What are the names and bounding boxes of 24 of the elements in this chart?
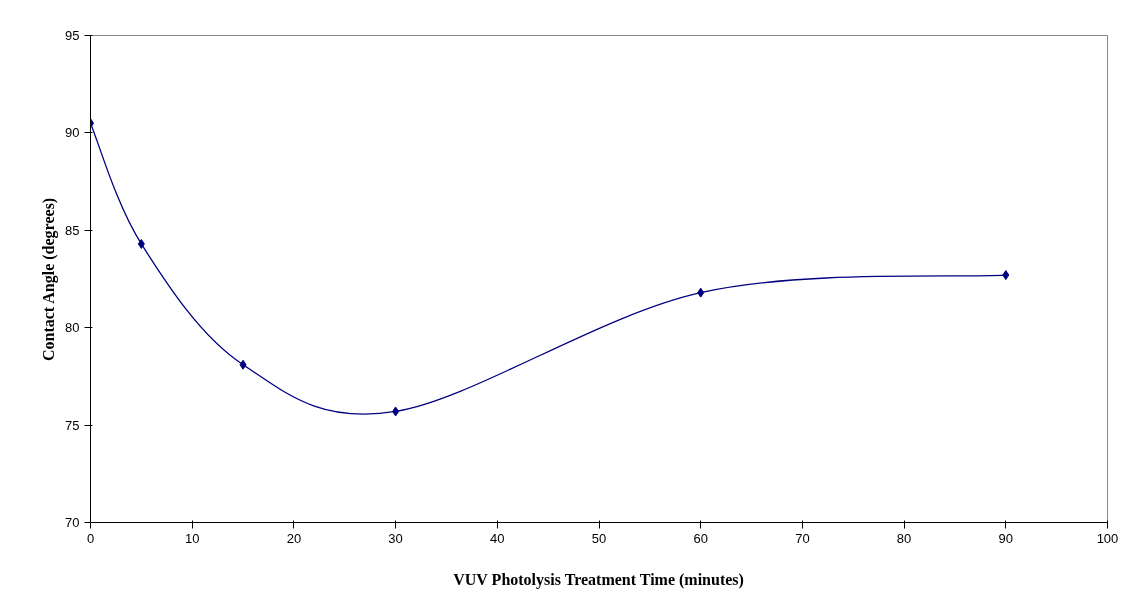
x-tick-label: 30 (388, 530, 403, 546)
x-tick-label: 60 (693, 530, 708, 546)
y-tick-label: 85 (65, 222, 80, 238)
x-tick-label: 70 (795, 530, 810, 546)
y-axis-title: Contact Angle (degrees) (40, 197, 59, 362)
x-tick-label: 80 (896, 530, 912, 546)
x-axis-title: VUV Photolysis Treatment Time (minutes) (453, 570, 744, 589)
x-tick-label: 40 (490, 530, 505, 546)
y-tick-label: 75 (65, 417, 80, 433)
point (239, 359, 247, 370)
x-tick-label: 10 (184, 530, 200, 546)
point (1002, 270, 1010, 281)
x-tick-label: 90 (998, 530, 1014, 546)
point (697, 287, 705, 298)
x-tick-label: 50 (591, 530, 607, 546)
point (137, 238, 145, 249)
point (392, 406, 400, 417)
y-tick-label: 95 (65, 28, 80, 43)
x-tick-label: 100 (1096, 530, 1119, 546)
y-tick-label: 70 (65, 515, 80, 530)
x-tick-label: 0 (86, 530, 95, 546)
x-tick-label: 20 (286, 530, 302, 546)
y-tick-label: 80 (65, 320, 80, 336)
y-tick-label: 90 (65, 125, 80, 141)
